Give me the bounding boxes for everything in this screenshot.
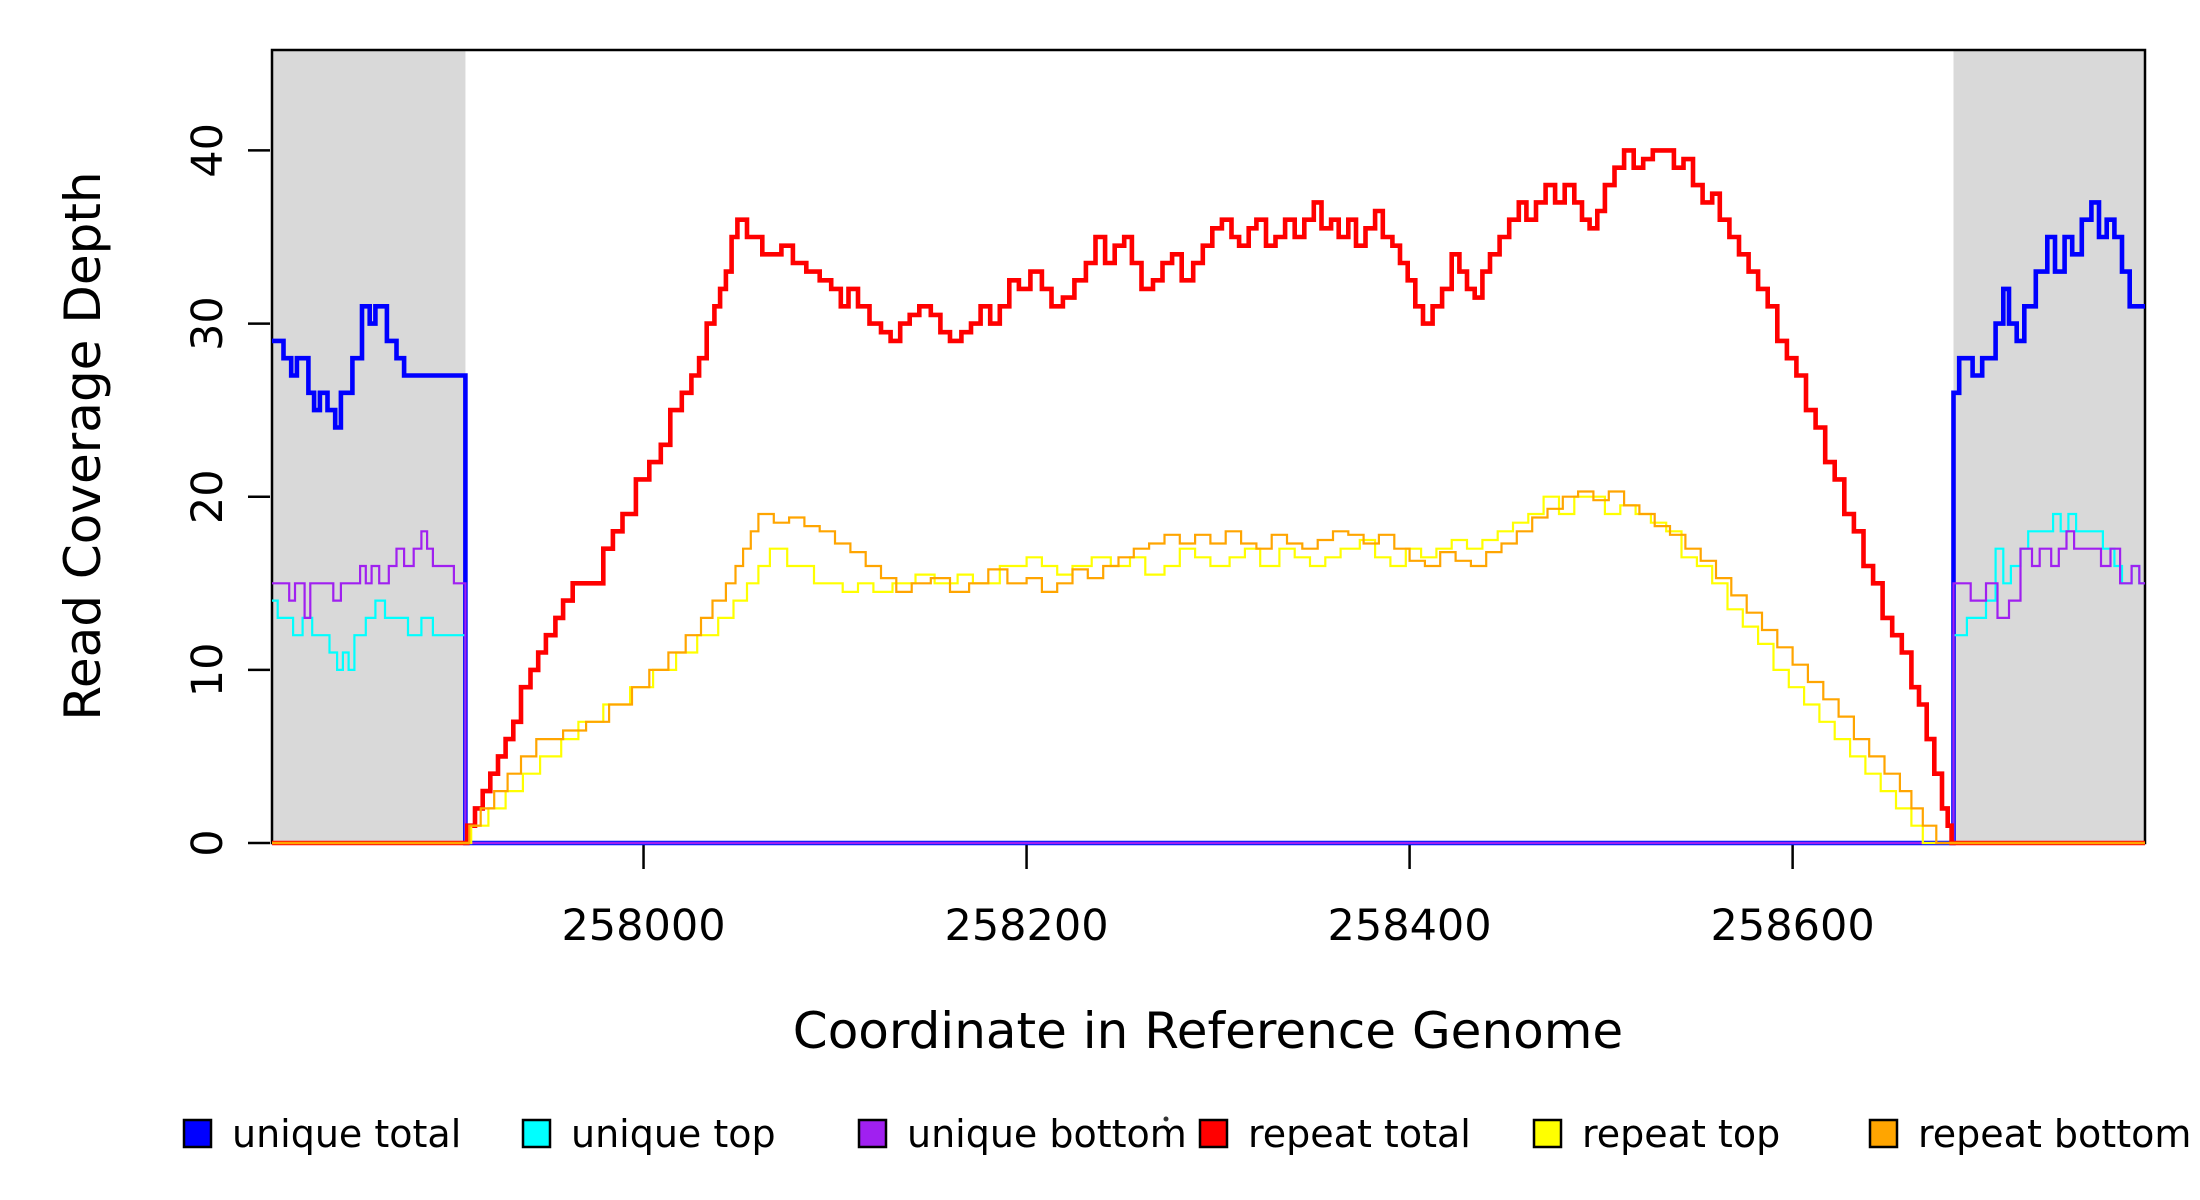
legend-label: repeat top xyxy=(1582,1112,1780,1156)
x-tick-label: 258000 xyxy=(561,901,725,951)
shaded-region-1 xyxy=(1953,50,2145,843)
legend-swatch-unique-top xyxy=(521,1118,552,1149)
y-tick-label: 40 xyxy=(183,123,233,178)
y-axis-title: Read Coverage Depth xyxy=(54,171,112,720)
legend-item-repeat-top: repeat top xyxy=(1532,1112,1780,1156)
legend-swatch-repeat-total xyxy=(1198,1118,1229,1149)
legend-label: unique top xyxy=(571,1112,776,1156)
legend: unique total unique top unique bottom re… xyxy=(182,1112,2191,1156)
legend-label: unique bottom xyxy=(907,1112,1187,1156)
y-tick-label: 30 xyxy=(183,296,233,351)
legend-item-unique-bottom: unique bottom xyxy=(857,1112,1187,1156)
legend-item-unique-top: unique top xyxy=(521,1112,776,1156)
stray-dot xyxy=(1163,1116,1169,1122)
legend-swatch-unique-total xyxy=(182,1118,213,1149)
legend-swatch-unique-bottom xyxy=(857,1118,888,1149)
series-repeat-top xyxy=(272,495,2145,845)
legend-swatch-repeat-bottom xyxy=(1868,1118,1899,1149)
legend-swatch-repeat-top xyxy=(1532,1118,1563,1149)
series-repeat-bottom xyxy=(272,490,2145,845)
x-tick-label: 258400 xyxy=(1328,901,1492,951)
series-unique-bottom xyxy=(272,530,2145,845)
legend-item-repeat-total: repeat total xyxy=(1198,1112,1471,1156)
legend-item-unique-total: unique total xyxy=(182,1112,461,1156)
legend-label: repeat total xyxy=(1248,1112,1471,1156)
y-tick-label: 10 xyxy=(183,642,233,697)
x-axis-title: Coordinate in Reference Genome xyxy=(793,1002,1623,1060)
legend-item-repeat-bottom: repeat bottom xyxy=(1868,1112,2191,1156)
legend-label: repeat bottom xyxy=(1918,1112,2191,1156)
x-tick-label: 258200 xyxy=(944,901,1108,951)
plot-border xyxy=(270,48,2147,845)
y-tick-label: 20 xyxy=(183,469,233,524)
series-unique-total xyxy=(272,200,2145,846)
legend-label: unique total xyxy=(232,1112,461,1156)
shaded-region-0 xyxy=(272,50,466,843)
x-tick-label: 258600 xyxy=(1711,901,1875,951)
y-tick-label: 0 xyxy=(183,829,233,856)
plot-layers: 258000 258200 258400 258600 0 10 20 30 40 xyxy=(183,48,2147,951)
series-repeat-total xyxy=(272,148,2145,846)
